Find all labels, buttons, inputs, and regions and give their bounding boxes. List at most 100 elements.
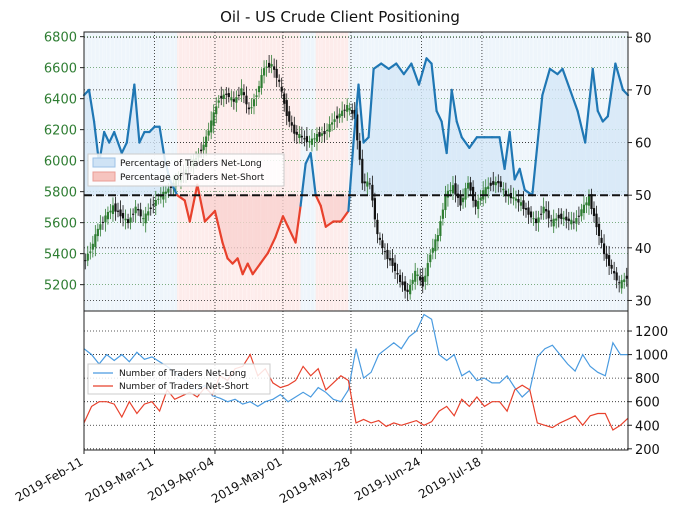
percent-fill: [340, 195, 349, 222]
price-candle: [600, 237, 603, 243]
price-candle: [608, 255, 611, 266]
percent-line-segment: [513, 167, 521, 181]
percent-line-segment: [518, 167, 526, 192]
price-candle: [570, 219, 573, 225]
price-candle: [149, 207, 152, 210]
top-panel: 5200 5400 5600 5800 6000 6200 6400 6600 6800 30 4…: [44, 31, 652, 312]
price-candle: [285, 100, 288, 117]
price-candle: [625, 275, 628, 279]
price-candle: [273, 66, 276, 70]
price-tick-label: 6400: [44, 93, 77, 108]
price-candle: [328, 124, 331, 132]
price-candle: [262, 68, 266, 76]
price-candle: [126, 219, 130, 224]
price-candle: [383, 251, 387, 253]
price-candle: [434, 239, 437, 252]
percent-fill: [436, 110, 442, 196]
count-tick-label: 600: [635, 396, 660, 411]
count-tick-label: 1200: [635, 325, 668, 340]
price-candle: [391, 258, 394, 266]
percent-fill: [602, 116, 608, 196]
price-candle: [225, 93, 228, 95]
price-candle: [351, 110, 354, 114]
percent-line-segment: [531, 94, 544, 197]
percent-line-segment: [286, 225, 297, 244]
price-candle: [424, 275, 427, 282]
price-candle: [555, 218, 558, 221]
number-net-short-line: [83, 353, 629, 431]
percent-line-segment: [125, 83, 136, 144]
percent-fill: [237, 195, 243, 275]
price-candle: [436, 235, 439, 242]
price-candle: [454, 183, 457, 195]
price-candle: [487, 186, 490, 190]
percent-line-segment: [568, 88, 579, 113]
sentiment-band: [320, 32, 326, 311]
price-candle: [459, 195, 462, 206]
price-candle: [371, 184, 374, 201]
percent-tick-label: 70: [635, 84, 652, 99]
percent-line-segment: [259, 251, 269, 265]
price-candle: [419, 276, 422, 281]
price-candle: [623, 279, 626, 283]
price-candle: [124, 218, 127, 221]
price-candle: [288, 111, 291, 122]
price-candle: [414, 270, 417, 282]
price-candle: [89, 251, 92, 253]
price-candle: [137, 209, 140, 211]
price-candle: [358, 140, 361, 160]
percent-line-segment: [188, 183, 199, 223]
price-candle: [567, 218, 570, 222]
price-candle: [119, 209, 122, 217]
legend-swatch-net-long: [92, 157, 116, 168]
percent-fill: [325, 195, 334, 227]
price-candle: [164, 191, 167, 194]
price-candle: [336, 115, 339, 119]
sentiment-band: [295, 32, 301, 311]
percent-fill: [232, 195, 238, 264]
price-candle: [268, 62, 271, 68]
price-candle: [338, 113, 341, 118]
price-candle: [260, 75, 263, 89]
price-candle: [323, 130, 326, 135]
price-candle: [134, 206, 137, 214]
legend-label-net-short: Percentage of Traders Net-Short: [120, 173, 265, 183]
percent-line-segment: [183, 199, 191, 223]
percent-fill: [549, 68, 558, 196]
price-candle: [356, 114, 359, 141]
price-candle: [205, 136, 208, 148]
price-candle: [368, 183, 371, 185]
percent-fill: [570, 89, 578, 196]
price-candle: [517, 198, 520, 203]
price-candle: [572, 221, 575, 223]
price-tick-label: 6800: [44, 31, 77, 46]
percent-fill: [381, 63, 389, 196]
percent-fill: [373, 63, 382, 196]
percent-fill: [469, 137, 477, 196]
bottom-legend: Number of Traders Net-Long Number of Tra…: [87, 363, 271, 395]
price-candle: [318, 132, 321, 137]
price-candle: [207, 130, 210, 136]
date-tick-label: 2019-Apr-04: [145, 454, 216, 503]
price-candle: [376, 219, 379, 235]
percent-line-segment: [435, 109, 443, 123]
percent-fill: [557, 68, 563, 196]
price-candle: [512, 196, 515, 199]
percent-line-segment: [299, 162, 307, 207]
price-candle: [325, 130, 329, 132]
price-candle: [502, 188, 505, 191]
percent-line-segment: [601, 115, 609, 123]
percent-tick-label: 30: [635, 294, 652, 309]
price-candle: [139, 209, 142, 217]
price-candle: [592, 208, 596, 216]
percent-line-segment: [221, 241, 229, 260]
price-candle: [116, 210, 120, 212]
price-candle: [618, 282, 621, 284]
price-candle: [142, 218, 145, 220]
percent-fill: [542, 68, 550, 196]
percent-line-segment: [380, 62, 390, 70]
price-candle: [154, 200, 157, 206]
price-candle: [245, 95, 248, 105]
price-tick-label: 5600: [44, 217, 77, 232]
